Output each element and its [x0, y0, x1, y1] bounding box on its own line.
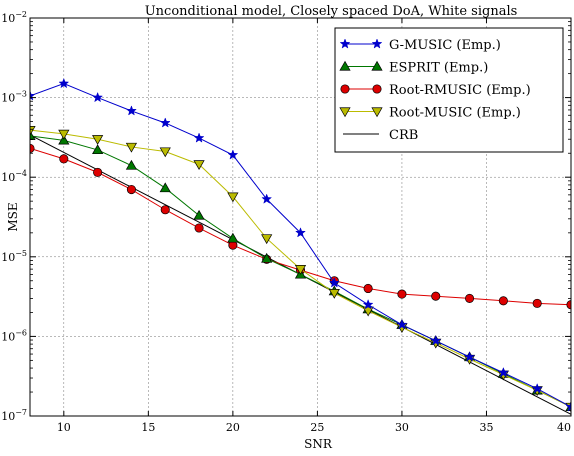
x-axis: 10 15 20 25 30 35 40	[57, 18, 572, 434]
legend-label-root-music-emp: Root-MUSIC (Emp.)	[389, 106, 521, 121]
legend-marker-root-rmusic-emp	[372, 84, 382, 94]
y-tick-label: 10−3	[1, 90, 27, 105]
series-line-root-rmusic-emp	[30, 147, 571, 306]
data-point-root-music-emp	[261, 234, 273, 245]
legend: G-MUSIC (Emp.) ESPRIT (Emp.) Root-RMUSIC (…	[334, 27, 564, 153]
y-tick-label: 10−7	[1, 408, 27, 423]
data-point-g-music-emp	[362, 299, 374, 310]
legend-label-esprit-emp: ESPRIT (Emp.)	[389, 61, 488, 76]
data-point-root-rmusic-emp	[498, 296, 508, 306]
legend-marker-g-music-emp	[371, 38, 383, 49]
x-tick-label: 15	[141, 421, 155, 434]
y-axis-label: MSE	[6, 202, 20, 231]
legend-label-root-rmusic-emp: Root-RMUSIC (Emp.)	[389, 83, 531, 98]
data-point-root-rmusic-emp	[160, 205, 170, 215]
data-point-g-music-emp	[261, 193, 273, 204]
y-tick-label: 10−5	[1, 249, 27, 264]
legend-marker-root-music-emp	[339, 107, 351, 118]
data-point-root-music-emp	[159, 147, 171, 158]
data-point-root-rmusic-emp	[59, 154, 69, 164]
data-point-root-music-emp	[193, 160, 205, 171]
x-tick-label: 40	[557, 421, 571, 434]
chart-title: Unconditional model, Closely spaced DoA,…	[145, 4, 518, 19]
data-point-root-rmusic-emp	[465, 293, 475, 303]
series-layer	[30, 77, 571, 415]
data-point-g-music-emp	[126, 105, 137, 116]
data-point-root-music-emp	[92, 135, 104, 145]
data-point-g-music-emp	[396, 319, 408, 330]
legend-marker-root-music-emp	[371, 107, 383, 118]
y-axis: 10−7 10−6 10−5 10−4 10−3 10−2	[1, 10, 571, 423]
x-tick-label: 10	[57, 421, 71, 434]
legend-marker-esprit-emp	[339, 60, 351, 71]
data-point-esprit-emp	[159, 182, 171, 193]
legend-label-g-music-emp: G-MUSIC (Emp.)	[389, 38, 501, 53]
data-point-root-music-emp	[328, 288, 340, 299]
data-point-g-music-emp	[464, 351, 475, 362]
data-point-root-music-emp	[125, 142, 138, 153]
y-tick-label: 10−4	[1, 169, 27, 184]
data-point-g-music-emp	[497, 366, 509, 378]
data-point-esprit-emp	[227, 232, 239, 243]
legend-marker-esprit-emp	[371, 60, 383, 71]
data-point-root-rmusic-emp	[566, 300, 571, 310]
data-point-g-music-emp	[227, 149, 239, 160]
data-point-g-music-emp	[159, 117, 171, 128]
data-point-g-music-emp	[565, 401, 571, 412]
data-point-root-rmusic-emp	[126, 184, 136, 195]
x-tick-label: 30	[395, 421, 409, 434]
data-point-root-music-emp	[227, 192, 239, 203]
data-point-root-rmusic-emp	[532, 298, 542, 308]
data-point-g-music-emp	[531, 383, 543, 394]
data-point-g-music-emp	[193, 132, 205, 143]
data-point-root-rmusic-emp	[30, 143, 35, 153]
data-point-g-music-emp	[430, 335, 442, 346]
x-axis-label: SNR	[304, 437, 333, 451]
plot-area-frame	[29, 17, 572, 417]
data-point-root-rmusic-emp	[431, 291, 441, 301]
data-point-g-music-emp	[58, 77, 70, 89]
data-point-esprit-emp	[125, 159, 138, 170]
x-tick-label: 20	[226, 421, 240, 434]
data-point-root-music-emp	[58, 129, 70, 140]
data-point-root-music-emp	[294, 265, 307, 275]
y-tick-label: 10−2	[1, 10, 27, 25]
y-tick-label: 10−6	[1, 328, 27, 343]
data-point-root-rmusic-emp	[194, 223, 204, 233]
data-point-esprit-emp	[261, 252, 273, 263]
data-point-esprit-emp	[92, 144, 104, 155]
data-point-g-music-emp	[295, 227, 306, 238]
legend-label-crb: CRB	[389, 128, 418, 143]
data-point-root-music-emp	[30, 126, 36, 136]
data-point-g-music-emp	[328, 277, 340, 288]
data-point-esprit-emp	[193, 209, 205, 220]
x-tick-label: 35	[479, 421, 493, 434]
data-point-g-music-emp	[92, 91, 104, 103]
x-tick-label: 25	[310, 421, 324, 434]
data-point-esprit-emp	[58, 134, 70, 145]
data-point-root-rmusic-emp	[363, 283, 373, 294]
data-point-root-rmusic-emp	[93, 167, 103, 177]
legend-marker-g-music-emp	[339, 38, 351, 49]
data-point-root-rmusic-emp	[397, 289, 407, 299]
legend-marker-root-rmusic-emp	[340, 84, 350, 94]
